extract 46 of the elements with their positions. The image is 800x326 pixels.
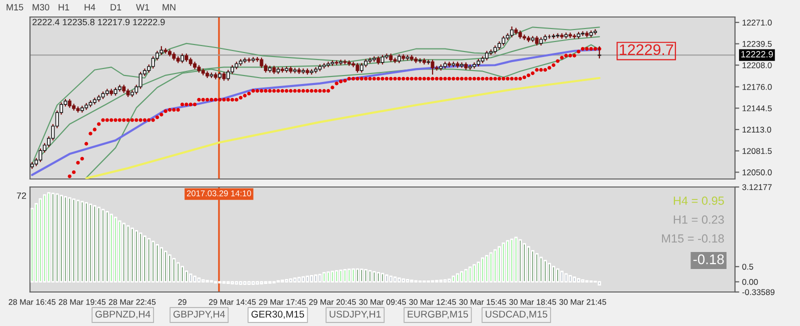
y-tick-label: 12271.0 — [742, 20, 772, 26]
x-tick-label: 29 Mar 17:45 — [259, 299, 306, 305]
annotation: H1 = 0.23 — [674, 215, 724, 224]
x-tick-label: 28 Mar 22:45 — [108, 299, 156, 305]
annotation: M15 = -0.18 — [662, 234, 724, 243]
x-tick-label: 29 Mar 20:45 — [309, 299, 356, 305]
ref-line-label: 12222.9 — [741, 51, 773, 58]
x-tick-label: 30 Mar 21:45 — [559, 299, 606, 305]
y-tick-label: 0.5 — [742, 264, 754, 270]
y-tick-label: 12050.0 — [742, 169, 772, 176]
x-tick-label: 30 Mar 15:45 — [459, 299, 506, 305]
text: W1 — [136, 4, 150, 10]
text: EURGBP,M15 — [408, 310, 468, 319]
text: GBPNZD,H4 — [95, 310, 150, 319]
text: H1 — [58, 4, 70, 10]
text: GER30,M15 — [251, 310, 304, 319]
x-tick-label: 28 Mar 19:45 — [58, 299, 106, 305]
text: 72 — [16, 192, 26, 199]
x-tick-label: 28 Mar 16:45 — [8, 299, 56, 305]
y-tick-label: 3.12177 — [742, 184, 772, 190]
y-tick-label: 0.00 — [742, 279, 758, 285]
y-tick-label: -0.33589 — [742, 289, 774, 296]
y-tick-label: 12113.0 — [742, 126, 772, 133]
annotation: 2222.4 12235.8 12217.9 12222.9 — [32, 18, 165, 26]
y-tick-label: 12176.0 — [742, 84, 772, 90]
annotation: -0.18 — [693, 254, 724, 264]
x-tick-label: 30 Mar 09:45 — [359, 299, 406, 305]
x-tick-label: 29 — [178, 299, 186, 305]
annotation: H4 = 0.95 — [674, 196, 724, 205]
annotation: 2017.03.29 14:10 — [186, 190, 252, 196]
text: M15 — [6, 4, 24, 10]
y-tick-label: 12208.0 — [742, 62, 772, 68]
y-tick-label: 12239.5 — [742, 40, 772, 47]
text: MN — [162, 4, 176, 10]
x-tick-label: 29 Mar 14:45 — [208, 299, 256, 305]
x-tick-label: 30 Mar 18:45 — [509, 299, 556, 305]
annotation: 12229.7 — [620, 44, 674, 56]
text: USDJPY,H1 — [330, 310, 381, 319]
text: D1 — [110, 4, 122, 10]
text: M30 — [32, 4, 50, 10]
y-tick-label: 12081.5 — [742, 148, 772, 154]
text: USDCAD,M15 — [486, 310, 548, 319]
text: GBPJPY,H4 — [173, 310, 225, 319]
x-tick-label: 30 Mar 12:45 — [409, 299, 456, 305]
y-tick-label: 12144.5 — [742, 105, 772, 112]
text: H4 — [84, 4, 96, 10]
